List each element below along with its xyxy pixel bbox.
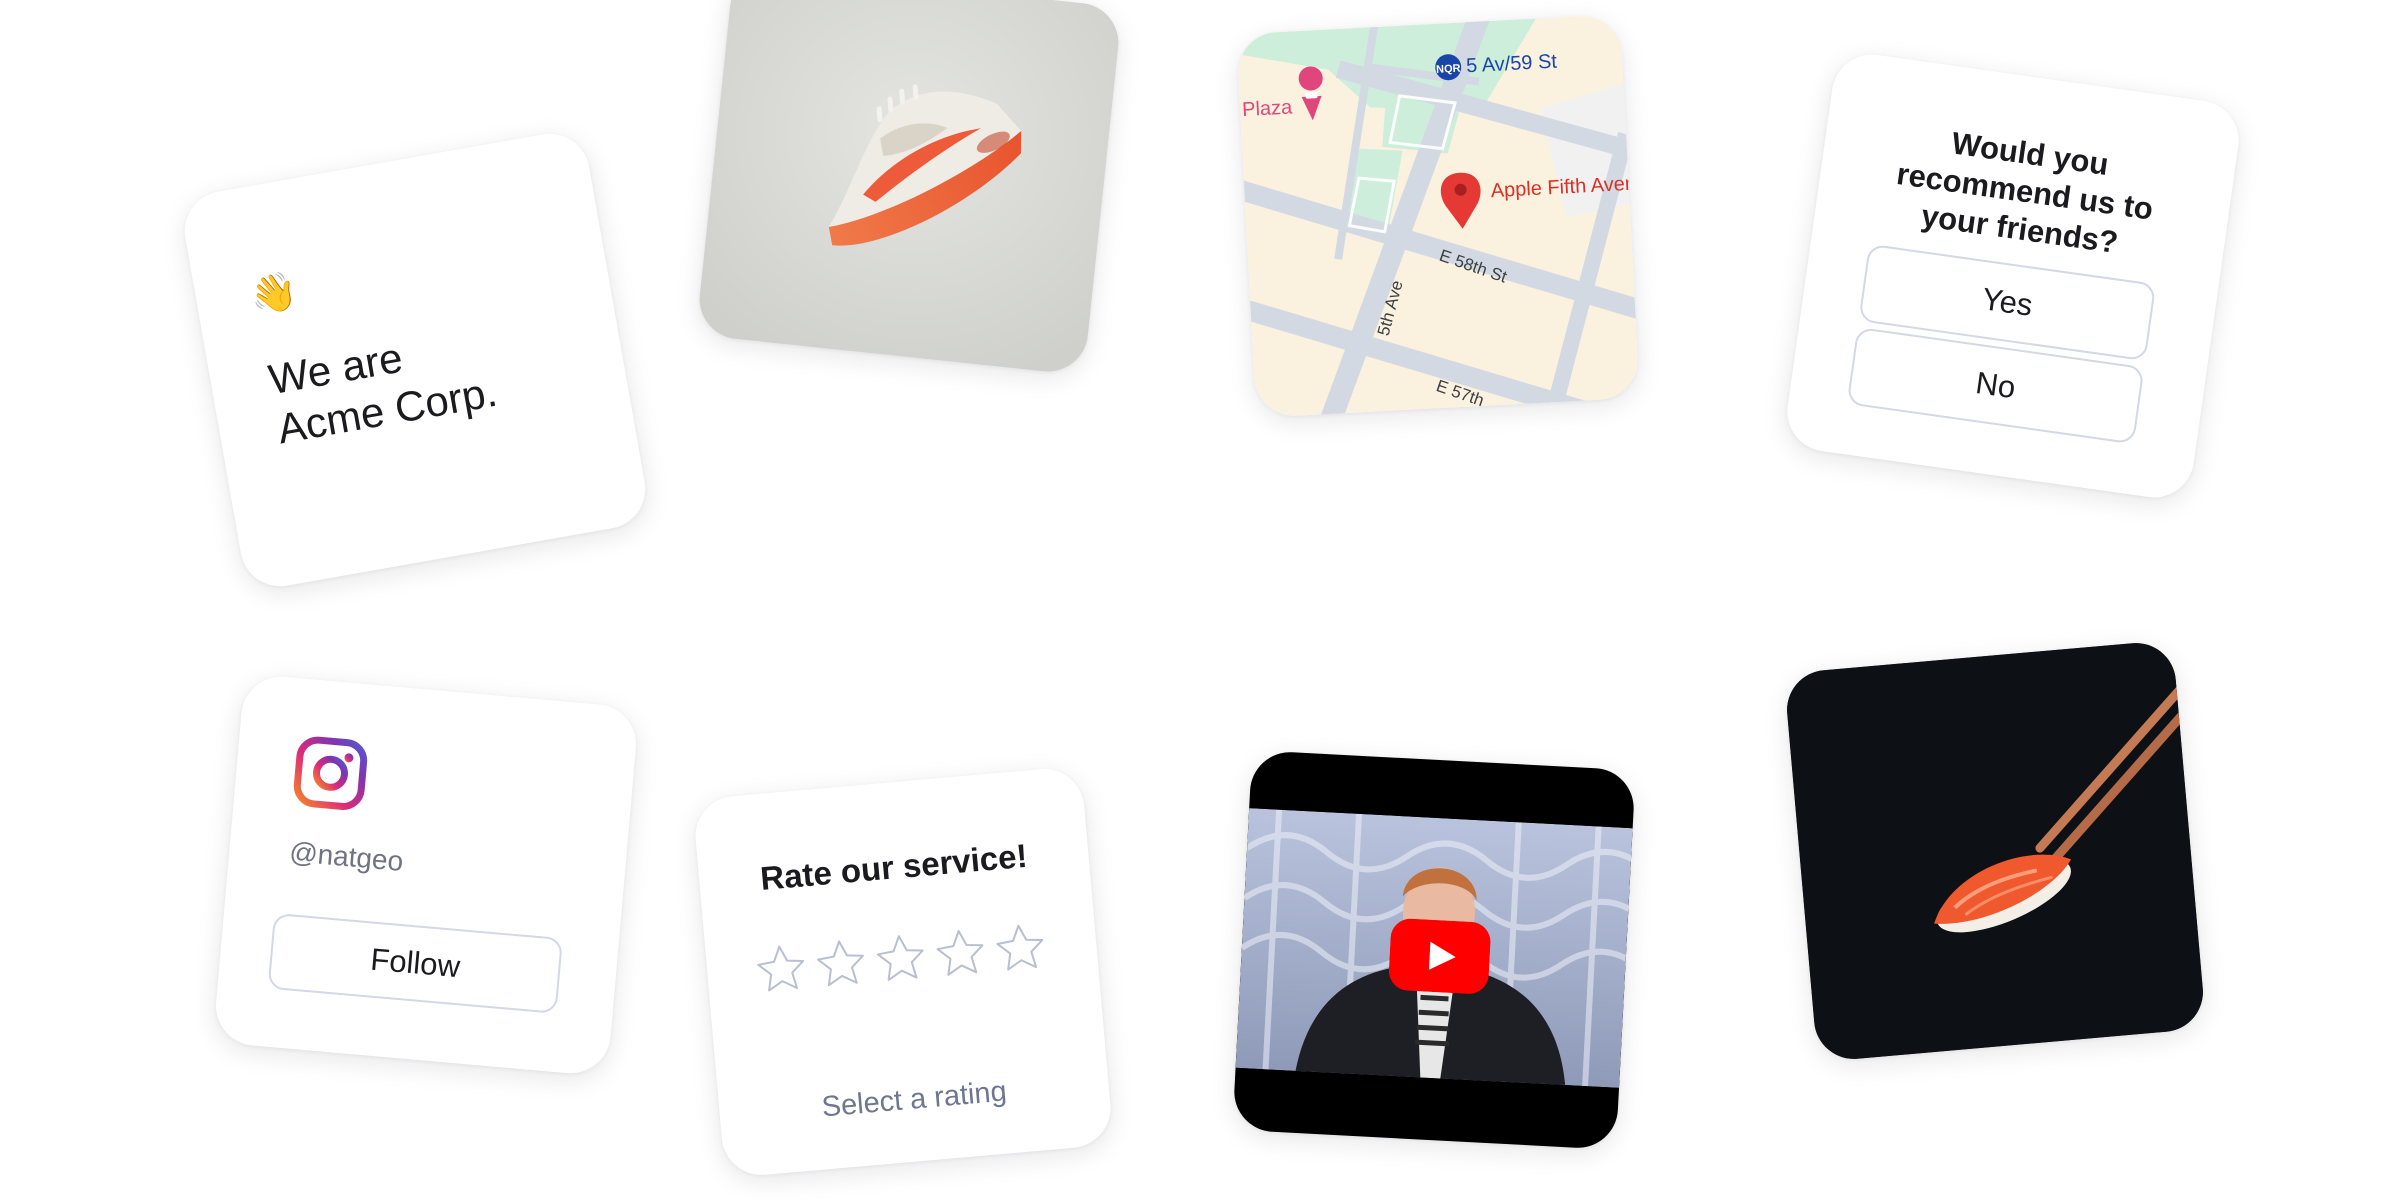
star-icon-5[interactable] (992, 920, 1048, 976)
intro-heading: We are Acme Corp. (265, 304, 578, 454)
subway-station-label[interactable]: 5 Av/59 St (1466, 51, 1558, 78)
hotel-pin-tail (1301, 95, 1322, 121)
instagram-handle[interactable]: @natgeo (288, 836, 405, 877)
star-rating[interactable] (753, 920, 1048, 997)
intro-card: 👋 We are Acme Corp. (178, 127, 652, 593)
plaza-label[interactable]: Plaza (1242, 96, 1294, 121)
location-pin-icon[interactable] (1440, 172, 1483, 230)
youtube-play-icon[interactable] (1388, 918, 1492, 995)
star-icon-4[interactable] (932, 925, 988, 981)
sneaker-photo-card (695, 0, 1123, 376)
rating-hint: Select a rating (820, 1075, 1008, 1124)
survey-card: Would you recommend us to your friends? … (1782, 49, 2244, 503)
sushi-photo-card (1783, 639, 2207, 1063)
star-icon-1[interactable] (753, 940, 809, 996)
bed-icon (1305, 92, 1318, 99)
instagram-icon[interactable] (292, 734, 370, 812)
subway-icon[interactable] (1435, 54, 1462, 81)
rating-title: Rate our service! (758, 836, 1029, 898)
location-pin-dot (1454, 183, 1467, 196)
hotel-pin-icon[interactable] (1298, 66, 1323, 91)
video-card[interactable] (1232, 750, 1636, 1150)
instagram-card: @natgeo Follow (212, 673, 640, 1077)
subway-badge-label: NQR (1436, 63, 1461, 76)
star-icon-2[interactable] (813, 935, 869, 991)
map-card[interactable]: NQR 5 Av/59 St Plaza Apple Fifth Avenue … (1236, 14, 1640, 418)
sushi-image (1783, 639, 2207, 1063)
park-paths (1347, 94, 1458, 234)
waving-hand-icon: 👋 (247, 269, 302, 320)
star-icon-3[interactable] (873, 930, 929, 986)
follow-button[interactable]: Follow (267, 912, 564, 1014)
sneaker-image (695, 0, 1123, 376)
map-view[interactable]: NQR 5 Av/59 St Plaza Apple Fifth Avenue … (1236, 14, 1640, 418)
rating-card: Rate our service! Select a rating (692, 765, 1114, 1179)
survey-question: Would you recommend us to your friends? (1894, 125, 2156, 260)
